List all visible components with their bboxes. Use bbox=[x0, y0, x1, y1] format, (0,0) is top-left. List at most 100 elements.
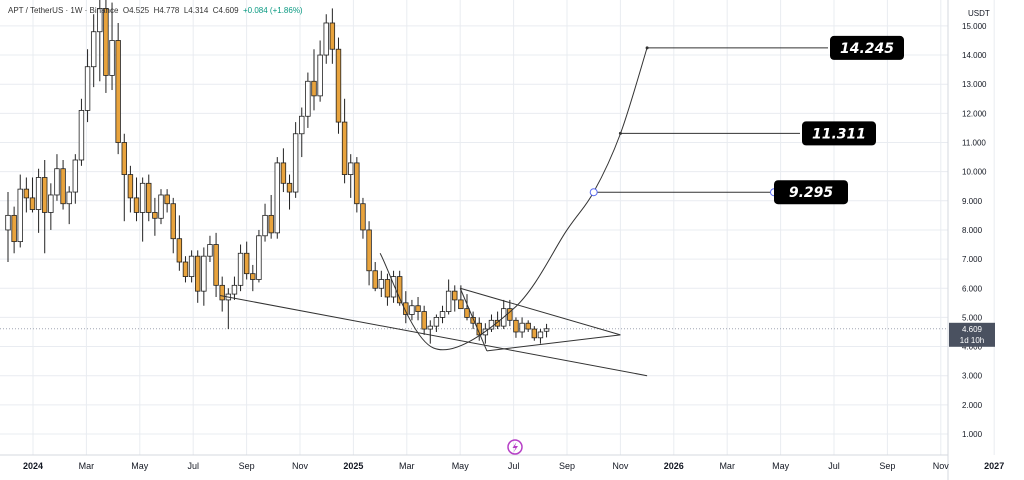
candle bbox=[543, 323, 550, 338]
candle-body-down bbox=[268, 214, 274, 234]
price-axis-currency: USDT bbox=[968, 9, 990, 18]
candle-body-up bbox=[433, 316, 440, 327]
candle bbox=[158, 189, 164, 225]
candle bbox=[109, 2, 115, 91]
candle bbox=[66, 186, 72, 225]
candle bbox=[146, 174, 152, 222]
candle bbox=[348, 154, 354, 198]
bar-countdown-label: 1d 10h bbox=[960, 336, 984, 345]
candle bbox=[60, 159, 66, 210]
trendline-drawings[interactable]: 14.245 11.311 9.295 bbox=[219, 35, 904, 377]
candle bbox=[164, 189, 170, 213]
candle-body-up bbox=[54, 168, 60, 196]
candlestick-series bbox=[5, 0, 550, 344]
trendline[interactable] bbox=[486, 334, 621, 352]
candle-body-up bbox=[139, 182, 146, 213]
candle-body-up bbox=[109, 40, 115, 76]
target-label: 11.311 bbox=[812, 126, 866, 142]
candle bbox=[519, 317, 525, 338]
candle-body-up bbox=[378, 279, 385, 289]
price-target[interactable]: 9.295 bbox=[589, 180, 848, 205]
candle-body-down bbox=[354, 162, 360, 205]
candle-body-down bbox=[311, 80, 317, 97]
candle-body-down bbox=[115, 40, 121, 143]
price-tick-label: 12.000 bbox=[962, 109, 987, 118]
candle bbox=[243, 241, 250, 280]
candle-body-up bbox=[317, 54, 323, 97]
candle-body-down bbox=[170, 203, 176, 240]
price-tick-label: 7.000 bbox=[962, 255, 983, 264]
target-label-box bbox=[830, 35, 904, 60]
time-tick-label: Mar bbox=[719, 461, 735, 471]
target-anchor-handle[interactable] bbox=[589, 188, 598, 197]
candle bbox=[139, 177, 146, 242]
candle bbox=[176, 215, 183, 271]
candle bbox=[445, 279, 452, 315]
time-tick-label: 2025 bbox=[343, 461, 363, 471]
candle-body-down bbox=[243, 252, 250, 275]
candle bbox=[537, 329, 544, 344]
candle-body-up bbox=[409, 305, 415, 315]
candle bbox=[311, 49, 317, 111]
candle-body-down bbox=[366, 229, 372, 272]
trendline[interactable] bbox=[219, 295, 648, 377]
candle bbox=[494, 311, 501, 330]
candle bbox=[219, 276, 225, 312]
price-target[interactable]: 11.311 bbox=[618, 121, 876, 146]
candle-body-up bbox=[48, 194, 54, 213]
candle-body-up bbox=[66, 191, 72, 205]
target-anchor-dot bbox=[645, 46, 649, 50]
candle-body-down bbox=[195, 255, 201, 292]
time-tick-label: Jul bbox=[828, 461, 840, 471]
price-tick-label: 11.000 bbox=[962, 139, 986, 148]
candle-body-up bbox=[158, 194, 164, 219]
candle bbox=[188, 250, 195, 283]
candle bbox=[403, 291, 409, 324]
candle bbox=[195, 250, 201, 303]
candle-body-down bbox=[384, 279, 391, 298]
candle bbox=[464, 294, 470, 321]
candle-body-down bbox=[335, 48, 342, 123]
price-tick-label: 14.000 bbox=[962, 51, 987, 60]
trendline[interactable] bbox=[460, 287, 621, 336]
candle-body-down bbox=[458, 299, 464, 310]
close-value: C4.609 bbox=[212, 6, 239, 15]
candle bbox=[133, 177, 140, 222]
candle bbox=[396, 270, 403, 306]
candle bbox=[427, 320, 433, 344]
candle bbox=[433, 314, 440, 332]
candle bbox=[286, 174, 293, 210]
candle bbox=[115, 22, 121, 155]
candle bbox=[335, 37, 342, 134]
triangle-left-edge[interactable] bbox=[459, 288, 488, 352]
time-tick-label: Sep bbox=[239, 461, 255, 471]
price-target[interactable]: 14.245 bbox=[645, 35, 904, 60]
symbol-title[interactable]: APT / TetherUS · 1W · Binance bbox=[8, 6, 119, 15]
time-tick-label: Jul bbox=[508, 461, 520, 471]
candle bbox=[366, 221, 372, 286]
candle bbox=[29, 177, 36, 213]
candle bbox=[121, 133, 127, 222]
price-axis[interactable]: USDT 1.000 2.000 3.000 4.000 5.000 6.000 7.000… bbox=[962, 9, 990, 439]
candle bbox=[213, 232, 219, 297]
replay-icon[interactable] bbox=[507, 439, 523, 455]
low-value: L4.314 bbox=[183, 6, 209, 15]
candle-body-down bbox=[103, 8, 109, 76]
candle-body-down bbox=[250, 273, 256, 280]
candle bbox=[35, 168, 42, 233]
candle bbox=[341, 98, 348, 184]
price-tick-label: 9.000 bbox=[962, 197, 983, 206]
candle bbox=[299, 107, 305, 158]
price-tick-label: 1.000 bbox=[962, 430, 983, 439]
candle bbox=[127, 165, 134, 213]
candle-body-down bbox=[341, 121, 348, 175]
candle-body-up bbox=[543, 328, 550, 332]
time-axis[interactable]: 2024 Mar May Jul Sep Nov 2025 Mar May Jul Sep Nov 20… bbox=[23, 461, 1024, 471]
time-tick-label: Sep bbox=[879, 461, 895, 471]
candle bbox=[250, 264, 256, 292]
candle bbox=[274, 157, 280, 239]
candle bbox=[280, 148, 287, 193]
candle-body-up bbox=[207, 244, 213, 257]
